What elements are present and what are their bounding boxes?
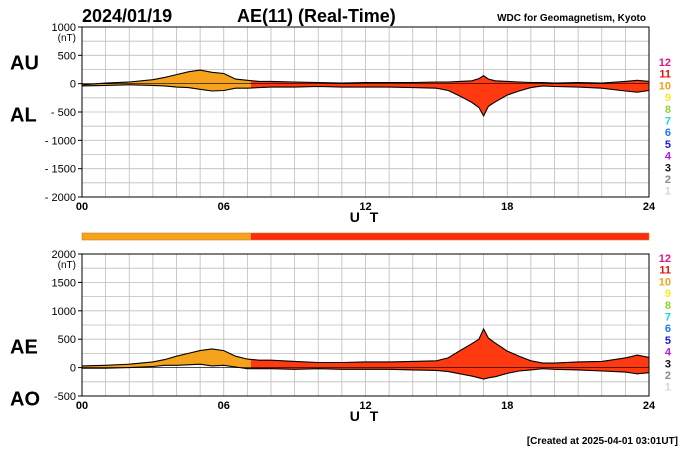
y-tick-label: 0 xyxy=(70,363,76,375)
y-tick-label: -500 xyxy=(54,391,76,403)
station-count-label: 1 xyxy=(665,382,671,394)
envelope-area-red xyxy=(250,329,649,379)
y-tick-label: 1500 xyxy=(52,277,76,289)
timeline-segment xyxy=(250,233,649,240)
station-count-label: 3 xyxy=(665,358,671,370)
y-tick-label: 1000 xyxy=(52,22,76,34)
station-count-label: 7 xyxy=(665,116,671,128)
station-count-label: 12 xyxy=(659,253,671,265)
y-tick-label: 1000 xyxy=(52,306,76,318)
x-axis-label: U T xyxy=(350,408,382,424)
station-count-label: 3 xyxy=(665,162,671,174)
station-count-label: 5 xyxy=(665,335,671,347)
lower-series-line xyxy=(81,84,650,118)
series-label-upper: AU xyxy=(10,53,39,75)
station-count-label: 9 xyxy=(665,288,671,300)
y-tick-label: - 1000 xyxy=(45,135,76,147)
station-count-label: 10 xyxy=(659,276,671,288)
station-count-label: 10 xyxy=(659,80,671,92)
y-tick-label: - 2000 xyxy=(45,192,76,204)
y-tick-label: 500 xyxy=(58,50,76,62)
station-count-label: 5 xyxy=(665,139,671,151)
station-count-label: 2 xyxy=(665,174,671,186)
lower-series-line xyxy=(82,363,650,380)
x-tick-label: 24 xyxy=(643,201,656,213)
x-tick-label: 00 xyxy=(76,400,88,412)
station-count-label: 4 xyxy=(665,347,672,359)
station-count-label: 8 xyxy=(665,104,671,116)
station-count-label: 1 xyxy=(665,186,671,198)
station-count-label: 6 xyxy=(665,323,671,335)
envelope-area-orange xyxy=(82,348,251,369)
y-tick-label: 500 xyxy=(58,334,76,346)
station-count-label: 11 xyxy=(659,265,671,277)
timeline-frame xyxy=(81,232,650,241)
series-label-upper: AE xyxy=(10,337,38,359)
activity-timeline xyxy=(81,232,650,241)
creation-timestamp: [Created at 2025-04-01 03:01UT] xyxy=(527,436,678,447)
ae-ao-panel: 2000 1500 1000 500 0 -500 (nT) 00 06 12 18 24 U T AE A… xyxy=(10,249,656,424)
x-tick-label: 06 xyxy=(218,201,230,213)
y-tick-label: - 500 xyxy=(51,107,76,119)
x-axis-label: U T xyxy=(350,209,382,225)
y-tick-label: - 1500 xyxy=(45,164,76,176)
station-count-label: 2 xyxy=(665,370,671,382)
x-tick-label: 06 xyxy=(218,400,230,412)
series-label-lower: AO xyxy=(10,389,40,411)
upper-series-line xyxy=(81,69,650,86)
station-count-label: 12 xyxy=(659,57,671,69)
series-label-lower: AL xyxy=(10,105,37,127)
y-unit-label: (nT) xyxy=(58,260,76,271)
station-count-label: 4 xyxy=(665,151,672,163)
x-tick-label: 18 xyxy=(501,400,513,412)
plot-frame xyxy=(81,253,650,397)
y-tick-label: 0 xyxy=(70,79,76,91)
station-count-label: 9 xyxy=(665,92,671,104)
au-al-panel: 1000 500 0 - 500 - 1000 - 1500 - 2000 (nT) 00 06 1… xyxy=(10,22,656,225)
index-title: AE(11) (Real-Time) xyxy=(237,6,396,26)
plot-date: 2024/01/19 xyxy=(82,6,172,26)
station-count-label: 8 xyxy=(665,300,671,312)
station-count-label: 7 xyxy=(665,312,671,324)
x-tick-label: 12 xyxy=(359,201,371,213)
station-count-label: 6 xyxy=(665,127,671,139)
upper-series-line xyxy=(81,327,650,367)
x-tick-label: 00 xyxy=(76,201,88,213)
timeline-segment xyxy=(82,233,251,240)
x-tick-label: 18 xyxy=(501,201,513,213)
data-source: WDC for Geomagnetism, Kyoto xyxy=(497,13,646,24)
y-unit-label: (nT) xyxy=(58,33,76,44)
envelope-area-orange xyxy=(82,70,251,91)
x-tick-label: 24 xyxy=(643,400,656,412)
y-tick-label: 2000 xyxy=(52,249,76,261)
station-count-label: 11 xyxy=(659,69,671,81)
x-tick-label: 12 xyxy=(359,400,371,412)
